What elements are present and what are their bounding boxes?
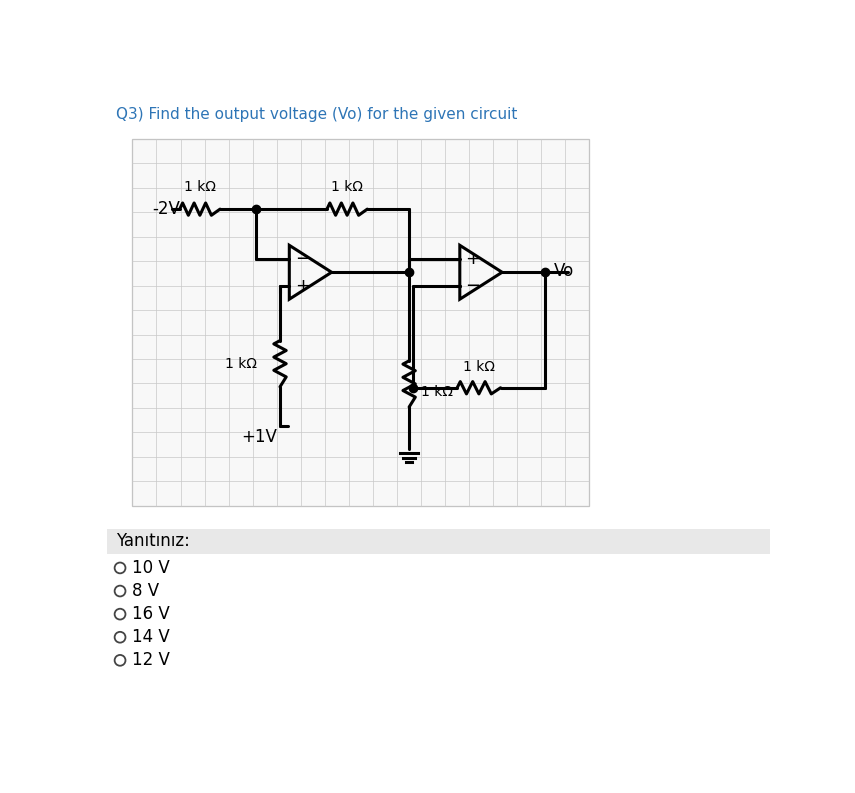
Text: 1 kΩ: 1 kΩ bbox=[421, 385, 453, 399]
Text: −: − bbox=[465, 277, 481, 295]
Text: +1V: +1V bbox=[241, 427, 277, 446]
Text: +: + bbox=[295, 277, 310, 295]
FancyBboxPatch shape bbox=[133, 139, 589, 506]
Text: 1 kΩ: 1 kΩ bbox=[463, 360, 495, 374]
Text: 1 kΩ: 1 kΩ bbox=[225, 357, 256, 370]
FancyBboxPatch shape bbox=[107, 529, 770, 554]
Text: 8 V: 8 V bbox=[133, 582, 160, 600]
Text: Yanıtınız:: Yanıtınız: bbox=[116, 532, 190, 550]
Text: 14 V: 14 V bbox=[133, 628, 170, 646]
Text: −: − bbox=[295, 250, 310, 268]
Text: Q3) Find the output voltage (Vo) for the given circuit: Q3) Find the output voltage (Vo) for the… bbox=[116, 108, 517, 122]
Text: 1 kΩ: 1 kΩ bbox=[331, 180, 363, 193]
Text: +: + bbox=[465, 250, 481, 268]
Text: 10 V: 10 V bbox=[133, 559, 170, 577]
Text: Vo: Vo bbox=[554, 262, 575, 280]
Text: 1 kΩ: 1 kΩ bbox=[184, 180, 215, 193]
Text: 12 V: 12 V bbox=[133, 651, 170, 669]
Text: 16 V: 16 V bbox=[133, 605, 170, 623]
Text: -2V: -2V bbox=[152, 200, 180, 218]
